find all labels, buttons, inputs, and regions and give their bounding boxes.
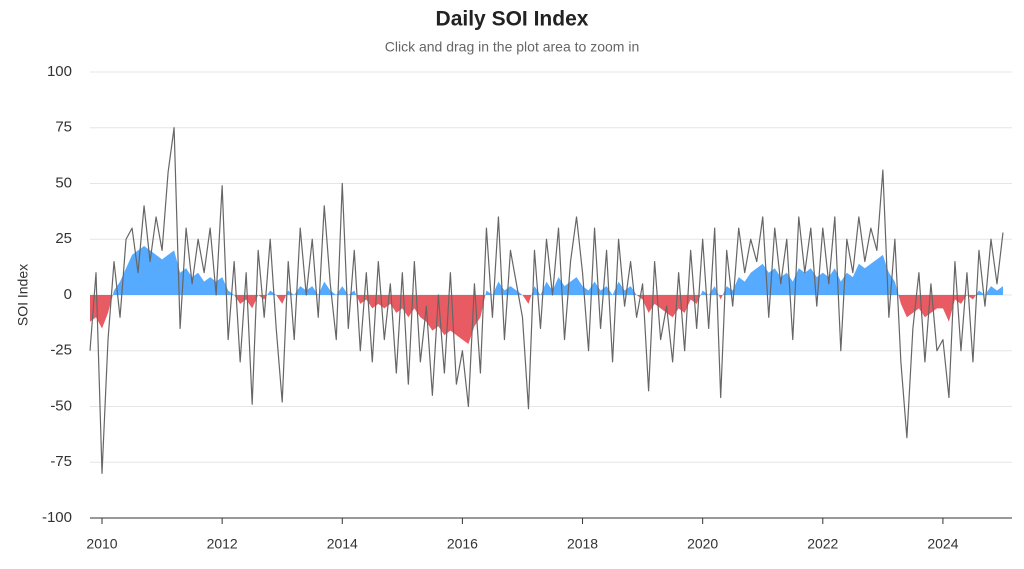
line	[89, 127, 1004, 474]
y-tick-label: 50	[55, 174, 72, 191]
x-tick-label: 2022	[807, 536, 838, 552]
x-tick-label: 2016	[447, 536, 478, 552]
chart-title: Daily SOI Index	[436, 8, 589, 31]
y-tick-label: -75	[50, 453, 72, 470]
x-tick-label: 2024	[927, 536, 958, 552]
chart-subtitle: Click and drag in the plot area to zoom …	[385, 39, 639, 55]
x-tick-label: 2012	[207, 536, 238, 552]
y-tick-label: -25	[50, 342, 72, 359]
y-tick-label: -50	[50, 397, 72, 414]
y-axis-label: SOI Index	[15, 264, 31, 326]
y-tick-label: 0	[64, 286, 72, 303]
area	[90, 245, 1003, 345]
x-tick-label: 2020	[687, 536, 718, 552]
x-tick-label: 2010	[86, 536, 117, 552]
y-tick-label: 25	[55, 230, 72, 247]
y-tick-label: 75	[55, 119, 72, 136]
x-tick-label: 2018	[567, 536, 598, 552]
x-tick-label: 2014	[327, 536, 358, 552]
y-tick-label: -100	[42, 509, 72, 526]
y-tick-label: 100	[47, 63, 72, 80]
